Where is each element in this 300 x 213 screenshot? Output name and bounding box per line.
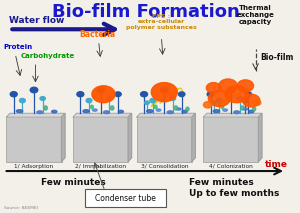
- Circle shape: [208, 90, 230, 106]
- Circle shape: [227, 87, 235, 93]
- Circle shape: [145, 101, 149, 104]
- Ellipse shape: [83, 110, 89, 113]
- Circle shape: [86, 98, 92, 103]
- Ellipse shape: [186, 107, 189, 111]
- FancyBboxPatch shape: [203, 117, 258, 161]
- Text: Water flow: Water flow: [9, 16, 65, 25]
- Text: Bio-film Formation: Bio-film Formation: [52, 3, 239, 21]
- Circle shape: [242, 94, 260, 107]
- Circle shape: [206, 83, 221, 93]
- Circle shape: [151, 83, 177, 102]
- Polygon shape: [73, 113, 132, 117]
- Circle shape: [150, 98, 156, 103]
- Ellipse shape: [234, 111, 240, 114]
- Text: Few minutes: Few minutes: [41, 178, 106, 187]
- Text: Few minutes
Up to few months: Few minutes Up to few months: [189, 178, 279, 198]
- FancyBboxPatch shape: [137, 117, 192, 161]
- Circle shape: [20, 98, 25, 103]
- Polygon shape: [137, 113, 195, 117]
- Ellipse shape: [249, 110, 254, 113]
- Ellipse shape: [37, 111, 43, 114]
- Text: time: time: [264, 160, 287, 169]
- Text: Bacteria: Bacteria: [80, 30, 116, 39]
- Circle shape: [77, 92, 84, 97]
- Circle shape: [178, 92, 185, 96]
- Polygon shape: [258, 113, 262, 161]
- Text: 2/ Immobilization: 2/ Immobilization: [75, 164, 126, 169]
- Circle shape: [10, 92, 17, 97]
- Circle shape: [97, 87, 104, 93]
- Circle shape: [207, 92, 214, 97]
- Ellipse shape: [174, 106, 178, 110]
- Ellipse shape: [241, 106, 244, 110]
- Circle shape: [203, 102, 212, 108]
- FancyBboxPatch shape: [85, 189, 166, 207]
- Ellipse shape: [91, 105, 93, 109]
- Polygon shape: [61, 113, 65, 161]
- Text: Protein: Protein: [4, 44, 33, 50]
- Ellipse shape: [213, 110, 220, 113]
- Text: Condenser tube: Condenser tube: [95, 194, 156, 203]
- Ellipse shape: [118, 110, 124, 113]
- Circle shape: [253, 100, 261, 105]
- Circle shape: [242, 98, 248, 103]
- Polygon shape: [7, 113, 65, 117]
- Text: EPS :
extra-cellular
polymer substances: EPS : extra-cellular polymer substances: [126, 14, 197, 30]
- Ellipse shape: [92, 109, 97, 111]
- Circle shape: [245, 92, 251, 96]
- Circle shape: [160, 87, 168, 93]
- Text: Thermal
exchange
capacity: Thermal exchange capacity: [237, 5, 274, 25]
- Text: 4/ Colonization: 4/ Colonization: [209, 164, 253, 169]
- Circle shape: [217, 98, 222, 103]
- Ellipse shape: [156, 109, 161, 111]
- FancyBboxPatch shape: [7, 117, 62, 161]
- Circle shape: [107, 96, 112, 100]
- Circle shape: [219, 79, 237, 92]
- Ellipse shape: [52, 110, 57, 113]
- Ellipse shape: [182, 110, 187, 113]
- Circle shape: [141, 92, 148, 97]
- Ellipse shape: [16, 110, 23, 113]
- Ellipse shape: [243, 108, 247, 110]
- Ellipse shape: [223, 109, 227, 111]
- Circle shape: [211, 101, 216, 104]
- Circle shape: [30, 87, 38, 93]
- Circle shape: [40, 96, 45, 100]
- Ellipse shape: [177, 108, 181, 110]
- Ellipse shape: [110, 106, 114, 110]
- Polygon shape: [203, 113, 262, 117]
- Text: Source: BEEMEI: Source: BEEMEI: [4, 206, 38, 210]
- Ellipse shape: [147, 110, 153, 113]
- Text: Bio-film: Bio-film: [260, 53, 293, 62]
- FancyBboxPatch shape: [73, 117, 128, 161]
- Ellipse shape: [253, 107, 256, 111]
- Text: 3/ Consolidation: 3/ Consolidation: [141, 164, 188, 169]
- Ellipse shape: [154, 105, 157, 109]
- Text: Carbohydrate: Carbohydrate: [21, 53, 75, 59]
- Text: 1/ Adsorption: 1/ Adsorption: [14, 164, 54, 169]
- Circle shape: [92, 86, 115, 103]
- Ellipse shape: [44, 106, 47, 110]
- Ellipse shape: [221, 105, 224, 109]
- Circle shape: [115, 92, 121, 96]
- Polygon shape: [192, 113, 195, 161]
- Circle shape: [237, 80, 254, 92]
- Polygon shape: [128, 113, 132, 161]
- Circle shape: [237, 96, 242, 100]
- Circle shape: [170, 96, 175, 100]
- Ellipse shape: [103, 111, 109, 114]
- Ellipse shape: [167, 111, 173, 114]
- Circle shape: [225, 86, 248, 103]
